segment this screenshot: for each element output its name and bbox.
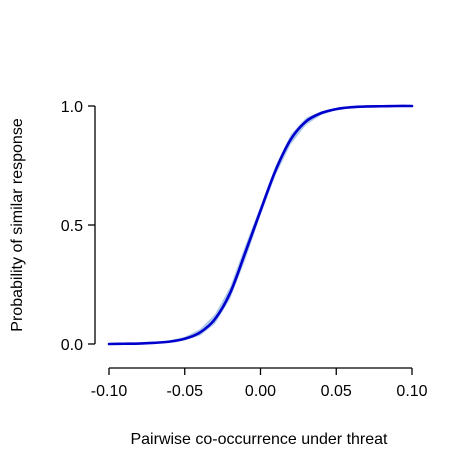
x-tick-label: -0.10	[91, 383, 128, 400]
x-tick-label: -0.05	[167, 383, 204, 400]
confidence-band-layer	[109, 106, 412, 344]
x-tick-label: 0.00	[245, 383, 276, 400]
y-axis-label: Probability of similar response	[9, 118, 26, 332]
y-tick-label: 0.0	[61, 337, 83, 354]
x-axis: -0.10 -0.05 0.00 0.05 0.10	[91, 367, 428, 400]
y-tick-label: 0.5	[61, 218, 83, 235]
x-tick-label: 0.10	[396, 383, 427, 400]
x-axis-label: Pairwise co-occurrence under threat	[130, 431, 388, 448]
series-line	[107, 104, 414, 346]
y-tick-label: 1.0	[61, 99, 83, 116]
y-axis: 0.0 0.5 1.0	[61, 99, 96, 354]
x-tick-label: 0.05	[321, 383, 352, 400]
confidence-band	[109, 106, 412, 344]
series-line-layer	[107, 104, 414, 346]
